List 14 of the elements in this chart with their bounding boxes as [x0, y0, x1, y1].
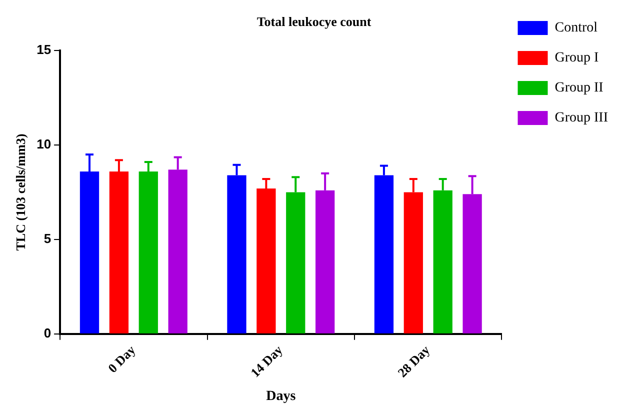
y-tick-label: 0	[44, 325, 52, 340]
y-tick-label: 10	[36, 136, 52, 152]
legend-label: Group II	[554, 80, 604, 96]
legend-label: Group I	[554, 50, 600, 66]
y-tick-label: 5	[44, 231, 52, 246]
x-tick-label: 28 Day	[394, 342, 433, 380]
y-tick-label: 15	[36, 42, 52, 58]
x-tick-label: 14 Day	[247, 342, 286, 380]
legend-label: Group III	[554, 110, 608, 126]
x-axis-title: Days	[266, 389, 296, 404]
legend-label: Control	[554, 20, 598, 36]
y-axis-title: TLC (103 cells/mm3)	[13, 134, 28, 251]
chart-title: Total leukocye count	[256, 14, 372, 30]
x-tick-label: 0 Day	[104, 342, 139, 376]
